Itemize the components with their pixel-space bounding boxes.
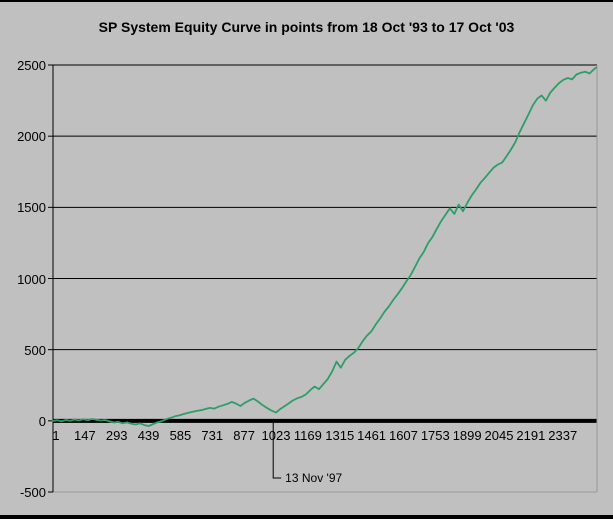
x-tick-label: 1 xyxy=(52,428,60,443)
annotation-label: 13 Nov '97 xyxy=(285,471,343,485)
x-tick-label: 293 xyxy=(105,428,128,443)
x-tick-label: 877 xyxy=(233,428,255,443)
x-tick-label: 439 xyxy=(137,428,160,443)
x-tick-label: 2191 xyxy=(516,428,546,443)
chart-title: SP System Equity Curve in points from 18… xyxy=(98,19,515,35)
annotation-leader-line xyxy=(272,422,282,479)
y-tick-label: 2000 xyxy=(17,129,46,145)
x-tick-label: 2045 xyxy=(484,428,514,443)
x-tick-label: 147 xyxy=(73,428,96,443)
equity-curve-line xyxy=(52,66,597,427)
x-tick-label: 1753 xyxy=(420,428,450,443)
x-tick-label: 2337 xyxy=(548,428,578,443)
bottom-border xyxy=(0,515,613,519)
x-tick-label: 731 xyxy=(201,428,224,443)
x-tick-label: 1315 xyxy=(325,428,355,443)
y-tick-label: 1500 xyxy=(17,200,46,216)
y-tick-label: 2500 xyxy=(17,58,46,73)
x-tick-label: 1607 xyxy=(388,428,418,443)
y-tick-label: 0 xyxy=(38,413,46,429)
top-border xyxy=(0,0,613,2)
y-tick-label: -500 xyxy=(19,485,46,500)
x-tick-label: 1023 xyxy=(261,428,291,443)
y-tick-label: 1000 xyxy=(17,271,46,287)
y-tick-label: 500 xyxy=(24,342,46,358)
x-tick-label: 1461 xyxy=(357,428,387,443)
x-tick-label: 1899 xyxy=(452,428,482,443)
x-tick-label: 1169 xyxy=(293,428,322,443)
x-tick-label: 585 xyxy=(169,428,192,443)
